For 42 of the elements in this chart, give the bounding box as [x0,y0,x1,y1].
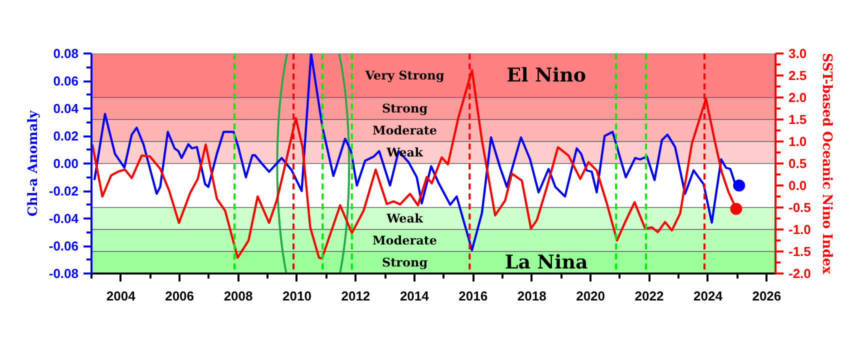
x-tick-label: 2012 [341,288,370,304]
x-tick-label: 2020 [576,288,606,304]
annotation: El Nino [506,64,586,86]
x-tick-label: 2026 [752,288,782,304]
annotation: La Nina [504,252,588,274]
y-tick-label: 0.06 [53,74,79,88]
band-label: Very Strong [364,68,445,82]
y-tick-label: -0.02 [48,184,79,198]
y2-tick-label: 1.5 [788,112,807,127]
y-tick-label: 0.08 [53,46,79,61]
band-label: Strong [382,102,428,116]
band-label: Moderate [372,234,438,248]
y2-tick-label: 0.0 [788,178,807,193]
y-tick-label: -0.04 [48,211,80,226]
y2-tick-label: 2.5 [788,68,807,83]
x-tick-label: 2024 [694,288,724,304]
x-tick-label: 2004 [106,288,136,304]
y2-tick-label: 1.0 [788,134,807,149]
y-tick-label: 0.02 [53,128,79,144]
band-label: Moderate [372,124,438,138]
y2-tick-label: -2.0 [788,266,811,281]
x-tick-label: 2010 [282,288,312,304]
x-tick-label: 2008 [224,288,253,304]
x-tick-label: 2018 [517,288,546,304]
x-tick-label: 2016 [458,288,488,304]
x-tick-label: 2022 [634,288,664,304]
x-tick-label: 2014 [400,288,430,304]
y-tick-label: -0.06 [48,238,79,254]
band-label: Strong [382,256,428,270]
y2-tick-label: -1.0 [788,222,811,237]
y-axis-title: Chl-a Anomaly [26,110,41,216]
band-label: Weak [386,212,424,226]
y-tick-label: 0.04 [53,101,80,116]
y2-tick-label: 2.0 [788,90,807,105]
y-tick-label: -0.08 [48,266,79,281]
y2-tick-label: 3.0 [788,46,807,61]
x-tick-label: 2006 [165,288,194,304]
y2-axis-title: SST-based Oceanic Nino Index [818,52,834,274]
y2-tick-label: -0.5 [788,200,811,215]
y2-tick-label: 0.5 [788,156,807,171]
y2-tick-label: -1.5 [788,244,811,259]
y-tick-label: 0.00 [53,156,79,171]
